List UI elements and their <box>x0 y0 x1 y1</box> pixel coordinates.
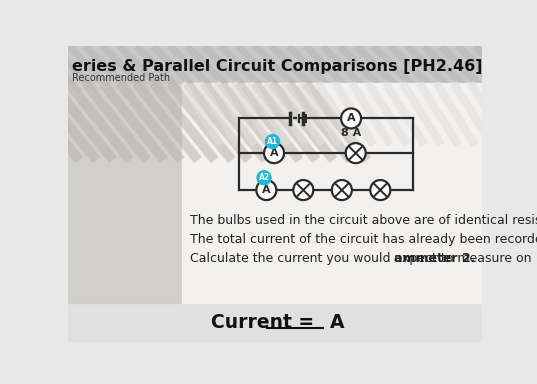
Bar <box>69 46 482 83</box>
Text: A: A <box>330 313 345 332</box>
Text: A1: A1 <box>267 137 278 146</box>
Circle shape <box>257 171 271 185</box>
Circle shape <box>293 180 313 200</box>
Text: A2: A2 <box>258 173 270 182</box>
Text: A: A <box>270 148 278 158</box>
Circle shape <box>371 180 390 200</box>
Text: The total current of the circuit has already been recorded.: The total current of the circuit has alr… <box>190 233 537 246</box>
Circle shape <box>346 143 366 163</box>
Text: ammeter 2.: ammeter 2. <box>394 252 476 265</box>
Circle shape <box>264 143 284 163</box>
Text: Recommended Path: Recommended Path <box>72 73 170 83</box>
Circle shape <box>332 180 352 200</box>
Bar <box>183 83 482 303</box>
Circle shape <box>256 180 277 200</box>
Text: A: A <box>347 113 355 124</box>
Text: Current =: Current = <box>211 313 314 332</box>
Text: The bulbs used in the circuit above are of identical resistance.: The bulbs used in the circuit above are … <box>190 214 537 227</box>
Text: A: A <box>262 185 271 195</box>
Circle shape <box>341 108 361 129</box>
Text: Calculate the current you would expect to measure on: Calculate the current you would expect t… <box>190 252 535 265</box>
Text: 8 A: 8 A <box>341 128 361 138</box>
Circle shape <box>266 135 279 149</box>
Text: eries & Parallel Circuit Comparisons [PH2.46]: eries & Parallel Circuit Comparisons [PH… <box>72 59 483 74</box>
Bar <box>69 83 183 303</box>
